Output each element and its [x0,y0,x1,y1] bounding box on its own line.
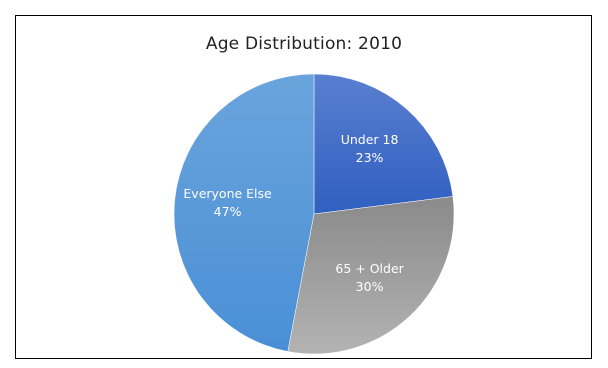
slice-label-everyone-else: Everyone Else [183,186,272,201]
slice-label-under-18: Under 18 [341,132,399,147]
slice-label-65-older: 65 + Older [335,261,404,276]
slice-value-65-older: 30% [356,279,384,294]
slice-value-under-18: 23% [356,150,384,165]
slice-value-everyone-else: 47% [214,204,242,219]
pie-slice-everyone-else [174,74,314,352]
